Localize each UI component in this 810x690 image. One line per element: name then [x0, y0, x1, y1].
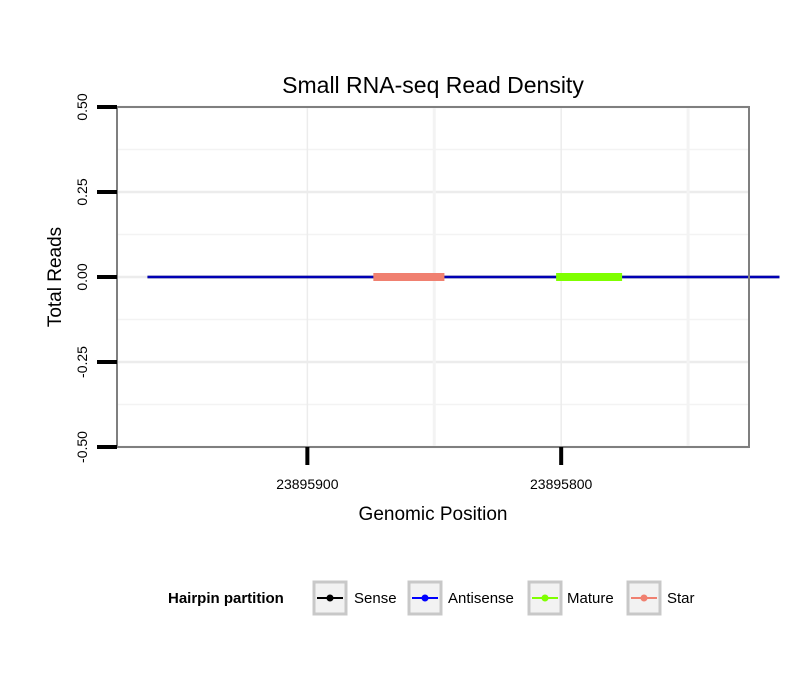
legend-key-point-star [640, 594, 648, 602]
y-tick-label: 0.00 [74, 263, 90, 290]
y-tick-label: -0.25 [74, 346, 90, 378]
legend-key-point-sense [326, 594, 334, 602]
legend-label-star: Star [667, 590, 695, 607]
legend-key-point-mature [541, 594, 549, 602]
x-tick-label: 23895800 [530, 476, 593, 492]
y-tick-label: -0.50 [74, 431, 90, 463]
legend-label-antisense: Antisense [448, 590, 514, 607]
y-tick-label: 0.25 [74, 178, 90, 205]
y-axis: -0.50 -0.25 0.00 0.25 0.50 [74, 93, 117, 463]
legend-label-mature: Mature [567, 590, 614, 607]
legend: Hairpin partition Sense Antisense Mature St… [168, 580, 695, 616]
x-tick-label: 23895900 [276, 476, 339, 492]
y-axis-title: Total Reads [45, 227, 66, 327]
y-tick-label: 0.50 [74, 93, 90, 120]
legend-title: Hairpin partition [168, 590, 284, 607]
x-axis: 23895900 23895800 [276, 447, 593, 492]
legend-key-point-antisense [421, 594, 429, 602]
chart-title: Small RNA-seq Read Density [282, 72, 584, 98]
x-axis-title: Genomic Position [359, 504, 508, 525]
legend-label-sense: Sense [354, 590, 397, 607]
